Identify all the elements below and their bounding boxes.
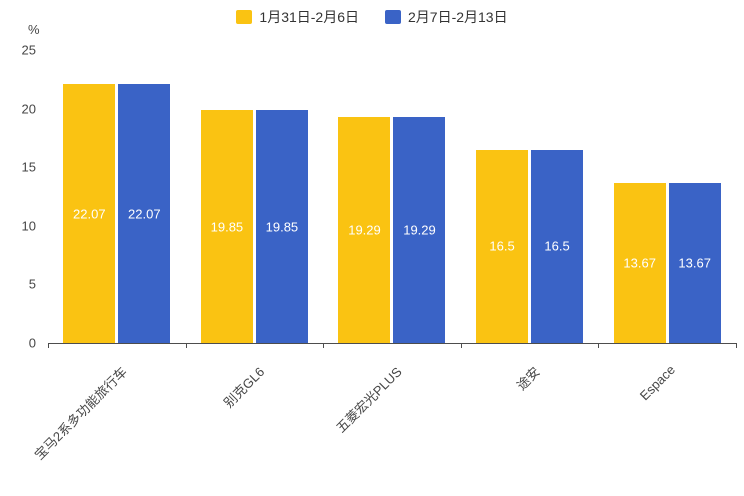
bar-series2-0[interactable]: 22.07 bbox=[118, 84, 171, 343]
y-axis-unit-label: % bbox=[28, 22, 40, 37]
bar-value-label: 19.85 bbox=[265, 219, 299, 235]
y-tick-label: 20 bbox=[21, 101, 36, 117]
legend-label: 2月7日-2月13日 bbox=[408, 9, 508, 25]
legend-swatch bbox=[236, 10, 253, 24]
legend-item-1[interactable]: 2月7日-2月13日 bbox=[385, 7, 508, 27]
y-tick-label: 10 bbox=[21, 218, 36, 234]
x-axis-tick bbox=[48, 343, 49, 348]
y-tick-label: 0 bbox=[28, 335, 36, 351]
bar-series2-4[interactable]: 13.67 bbox=[668, 182, 721, 343]
bar-group: 13.67 13.67 bbox=[598, 50, 736, 343]
bar-value-label: 19.29 bbox=[348, 222, 381, 238]
bar-series2-2[interactable]: 19.29 bbox=[393, 116, 446, 343]
bar-value-label: 22.07 bbox=[128, 206, 161, 222]
x-axis-tick bbox=[736, 343, 737, 348]
x-axis-label: 途安 bbox=[513, 364, 543, 394]
legend-swatch bbox=[385, 10, 401, 24]
x-axis-tick bbox=[598, 343, 600, 348]
bar-group: 16.5 16.5 bbox=[461, 50, 599, 343]
x-axis-tick bbox=[460, 343, 462, 348]
bar-value-label: 16.5 bbox=[544, 238, 570, 254]
x-labels: 宝马2系多功能旅行车 别克GL6 五菱宏光PLUS 途安 Espace bbox=[31, 352, 736, 492]
legend-label: 1月31日-2月6日 bbox=[259, 9, 359, 25]
y-tick-label: 5 bbox=[28, 276, 36, 292]
bar-group: 19.29 19.29 bbox=[323, 50, 461, 343]
y-tick-label: 25 bbox=[21, 42, 36, 58]
x-axis-label: 五菱宏光PLUS bbox=[333, 364, 405, 436]
bar-series1-4[interactable]: 13.67 bbox=[613, 182, 666, 343]
bar-value-label: 13.67 bbox=[678, 255, 711, 271]
x-axis-label: 别克GL6 bbox=[220, 364, 268, 411]
bar-series1-0[interactable]: 22.07 bbox=[63, 84, 116, 343]
legend: 1月31日-2月6日 2月7日-2月13日 bbox=[0, 7, 744, 27]
legend-item-0[interactable]: 1月31日-2月6日 bbox=[236, 7, 359, 27]
bar-series2-1[interactable]: 19.85 bbox=[255, 110, 308, 343]
plot-groups: 22.07 22.07 19.85 19.85 19.29 19.29 16.5 16.5 13… bbox=[48, 50, 736, 343]
bar-value-label: 19.29 bbox=[403, 222, 436, 238]
bar-series1-3[interactable]: 16.5 bbox=[476, 149, 529, 343]
y-axis: 0 5 10 15 20 25 bbox=[0, 43, 40, 351]
x-axis-tick bbox=[323, 343, 325, 348]
bar-group: 22.07 22.07 bbox=[48, 50, 186, 343]
bar-value-label: 16.5 bbox=[489, 238, 515, 254]
y-tick-label: 15 bbox=[21, 159, 36, 175]
bar-value-label: 22.07 bbox=[73, 206, 106, 222]
x-axis-label: 宝马2系多功能旅行车 bbox=[31, 364, 130, 463]
x-axis-tick bbox=[185, 343, 187, 348]
x-axis-label: Espace bbox=[636, 362, 678, 404]
plot-area: 22.07 22.07 19.85 19.85 19.29 19.29 16.5 16.5 13… bbox=[48, 50, 737, 348]
bar-value-label: 13.67 bbox=[623, 255, 656, 271]
bar-series2-3[interactable]: 16.5 bbox=[531, 149, 584, 343]
bar-series1-1[interactable]: 19.85 bbox=[200, 110, 253, 343]
bar-value-label: 19.85 bbox=[210, 219, 244, 235]
bar-group: 19.85 19.85 bbox=[186, 50, 324, 343]
bar-series1-2[interactable]: 19.29 bbox=[338, 116, 391, 343]
